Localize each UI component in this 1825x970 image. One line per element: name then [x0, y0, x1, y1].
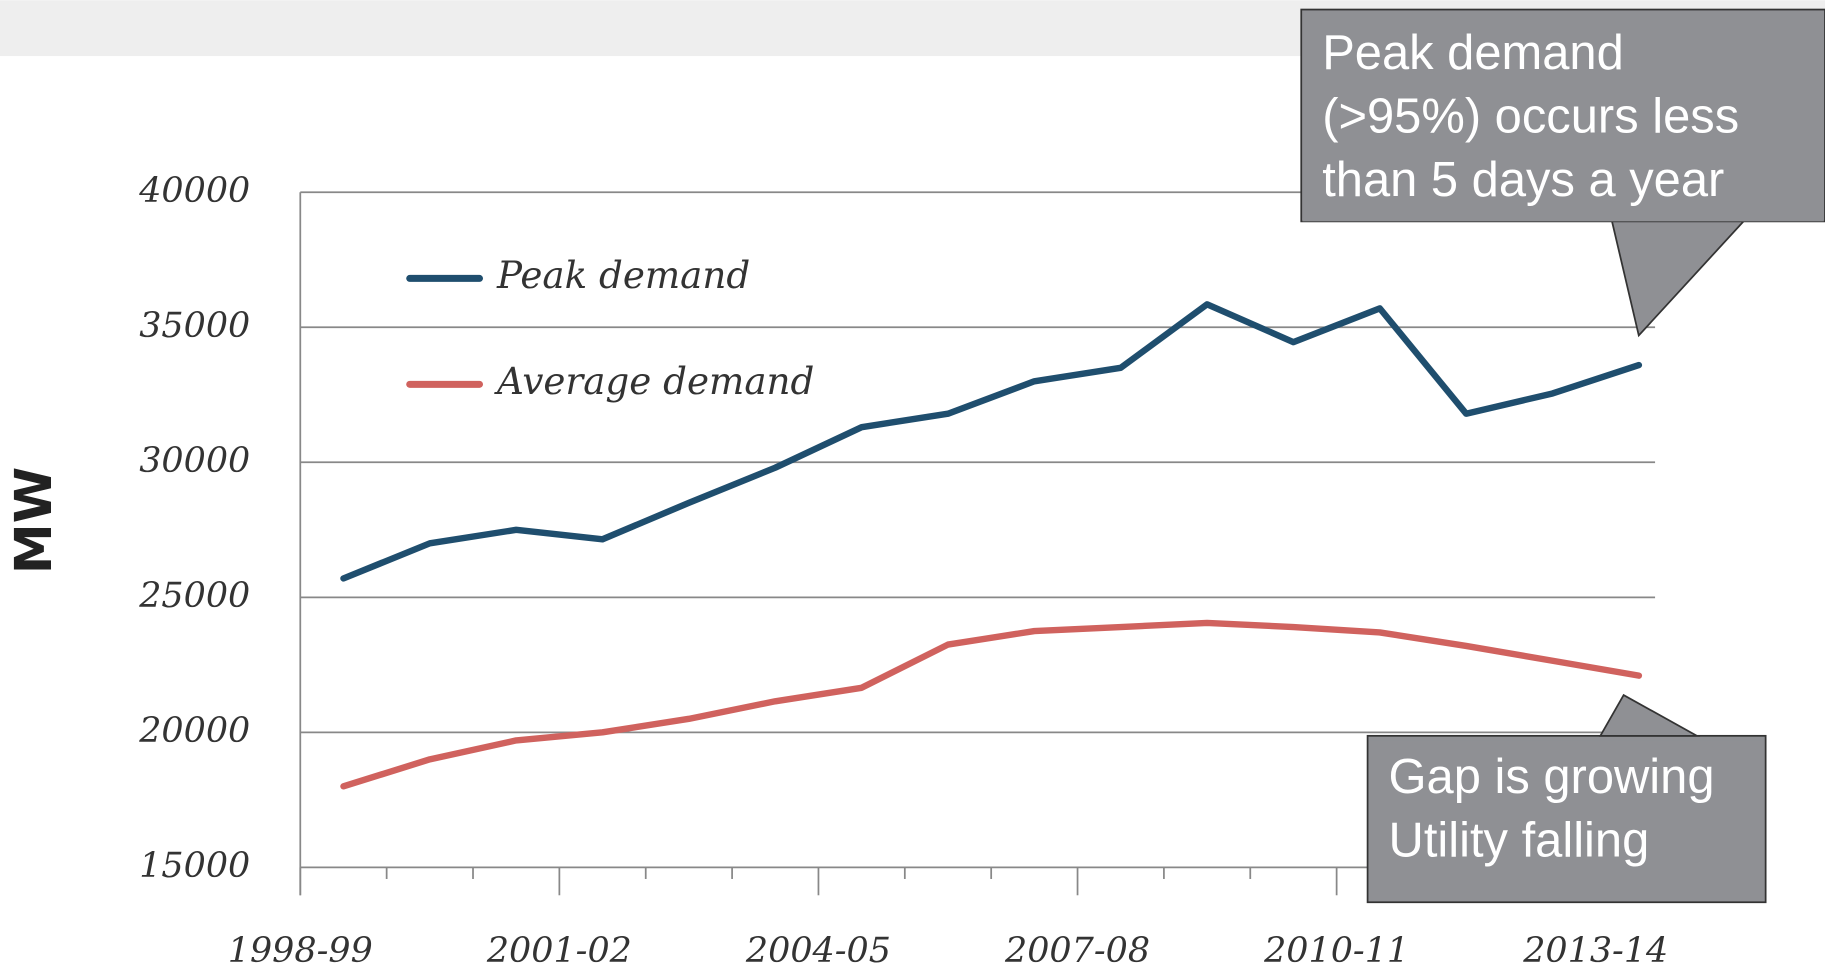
callout-seam: [1368, 736, 1765, 741]
x-tick-label: 2007-08: [1004, 931, 1150, 970]
y-tick-label: 15000: [139, 846, 250, 886]
data-line: [340, 301, 1643, 582]
callout-text: (>95%) occurs less: [1322, 89, 1739, 143]
callout-seam: [1302, 217, 1824, 222]
legend-label: Peak demand: [496, 253, 750, 297]
x-tick-label: 2010-11: [1263, 931, 1409, 970]
callout-text: Gap is growing: [1389, 750, 1715, 804]
x-tick-label: 1998-99: [228, 931, 373, 970]
y-tick-label: 35000: [139, 306, 250, 346]
callout-box: [1366, 734, 1767, 904]
x-tick-label: 2013-14: [1522, 931, 1668, 970]
callout-pointer: [1610, 220, 1746, 338]
callout-pointer: [1598, 693, 1701, 737]
y-tick-label: 40000: [138, 171, 250, 211]
data-line: [340, 619, 1643, 790]
y-tick-label: 25000: [138, 576, 250, 616]
callout-box: [1300, 8, 1825, 223]
y-tick-label: 20000: [138, 711, 250, 751]
callout-text: Utility falling: [1389, 813, 1650, 867]
x-tick-label: 2001-02: [486, 931, 632, 970]
y-tick-label: 30000: [139, 441, 250, 481]
callout-text: Peak demand: [1322, 26, 1624, 80]
x-tick-label: 2004-05: [745, 931, 891, 970]
y-axis-label: MW: [4, 467, 64, 574]
callout-text: than 5 days a year: [1322, 153, 1724, 207]
legend-label: Average demand: [494, 359, 814, 403]
